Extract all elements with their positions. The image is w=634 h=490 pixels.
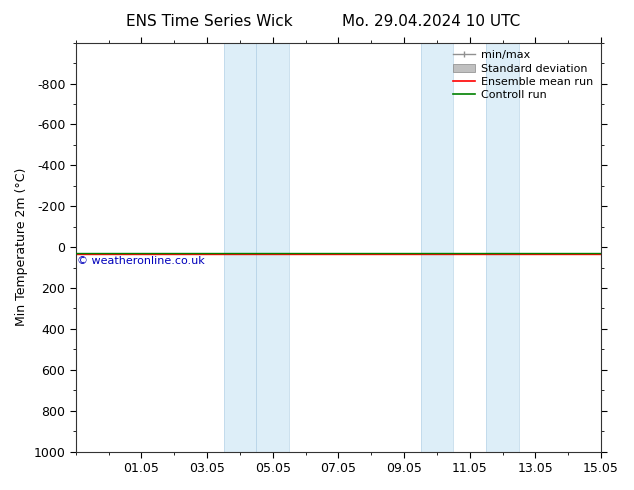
Legend: min/max, Standard deviation, Ensemble mean run, Controll run: min/max, Standard deviation, Ensemble me… <box>449 46 598 105</box>
Y-axis label: Min Temperature 2m (°C): Min Temperature 2m (°C) <box>15 168 28 326</box>
Bar <box>486 43 519 452</box>
Text: Mo. 29.04.2024 10 UTC: Mo. 29.04.2024 10 UTC <box>342 14 521 29</box>
Bar <box>224 43 256 452</box>
Text: © weatheronline.co.uk: © weatheronline.co.uk <box>77 256 205 266</box>
Text: ENS Time Series Wick: ENS Time Series Wick <box>126 14 292 29</box>
Bar <box>420 43 453 452</box>
Bar <box>256 43 289 452</box>
